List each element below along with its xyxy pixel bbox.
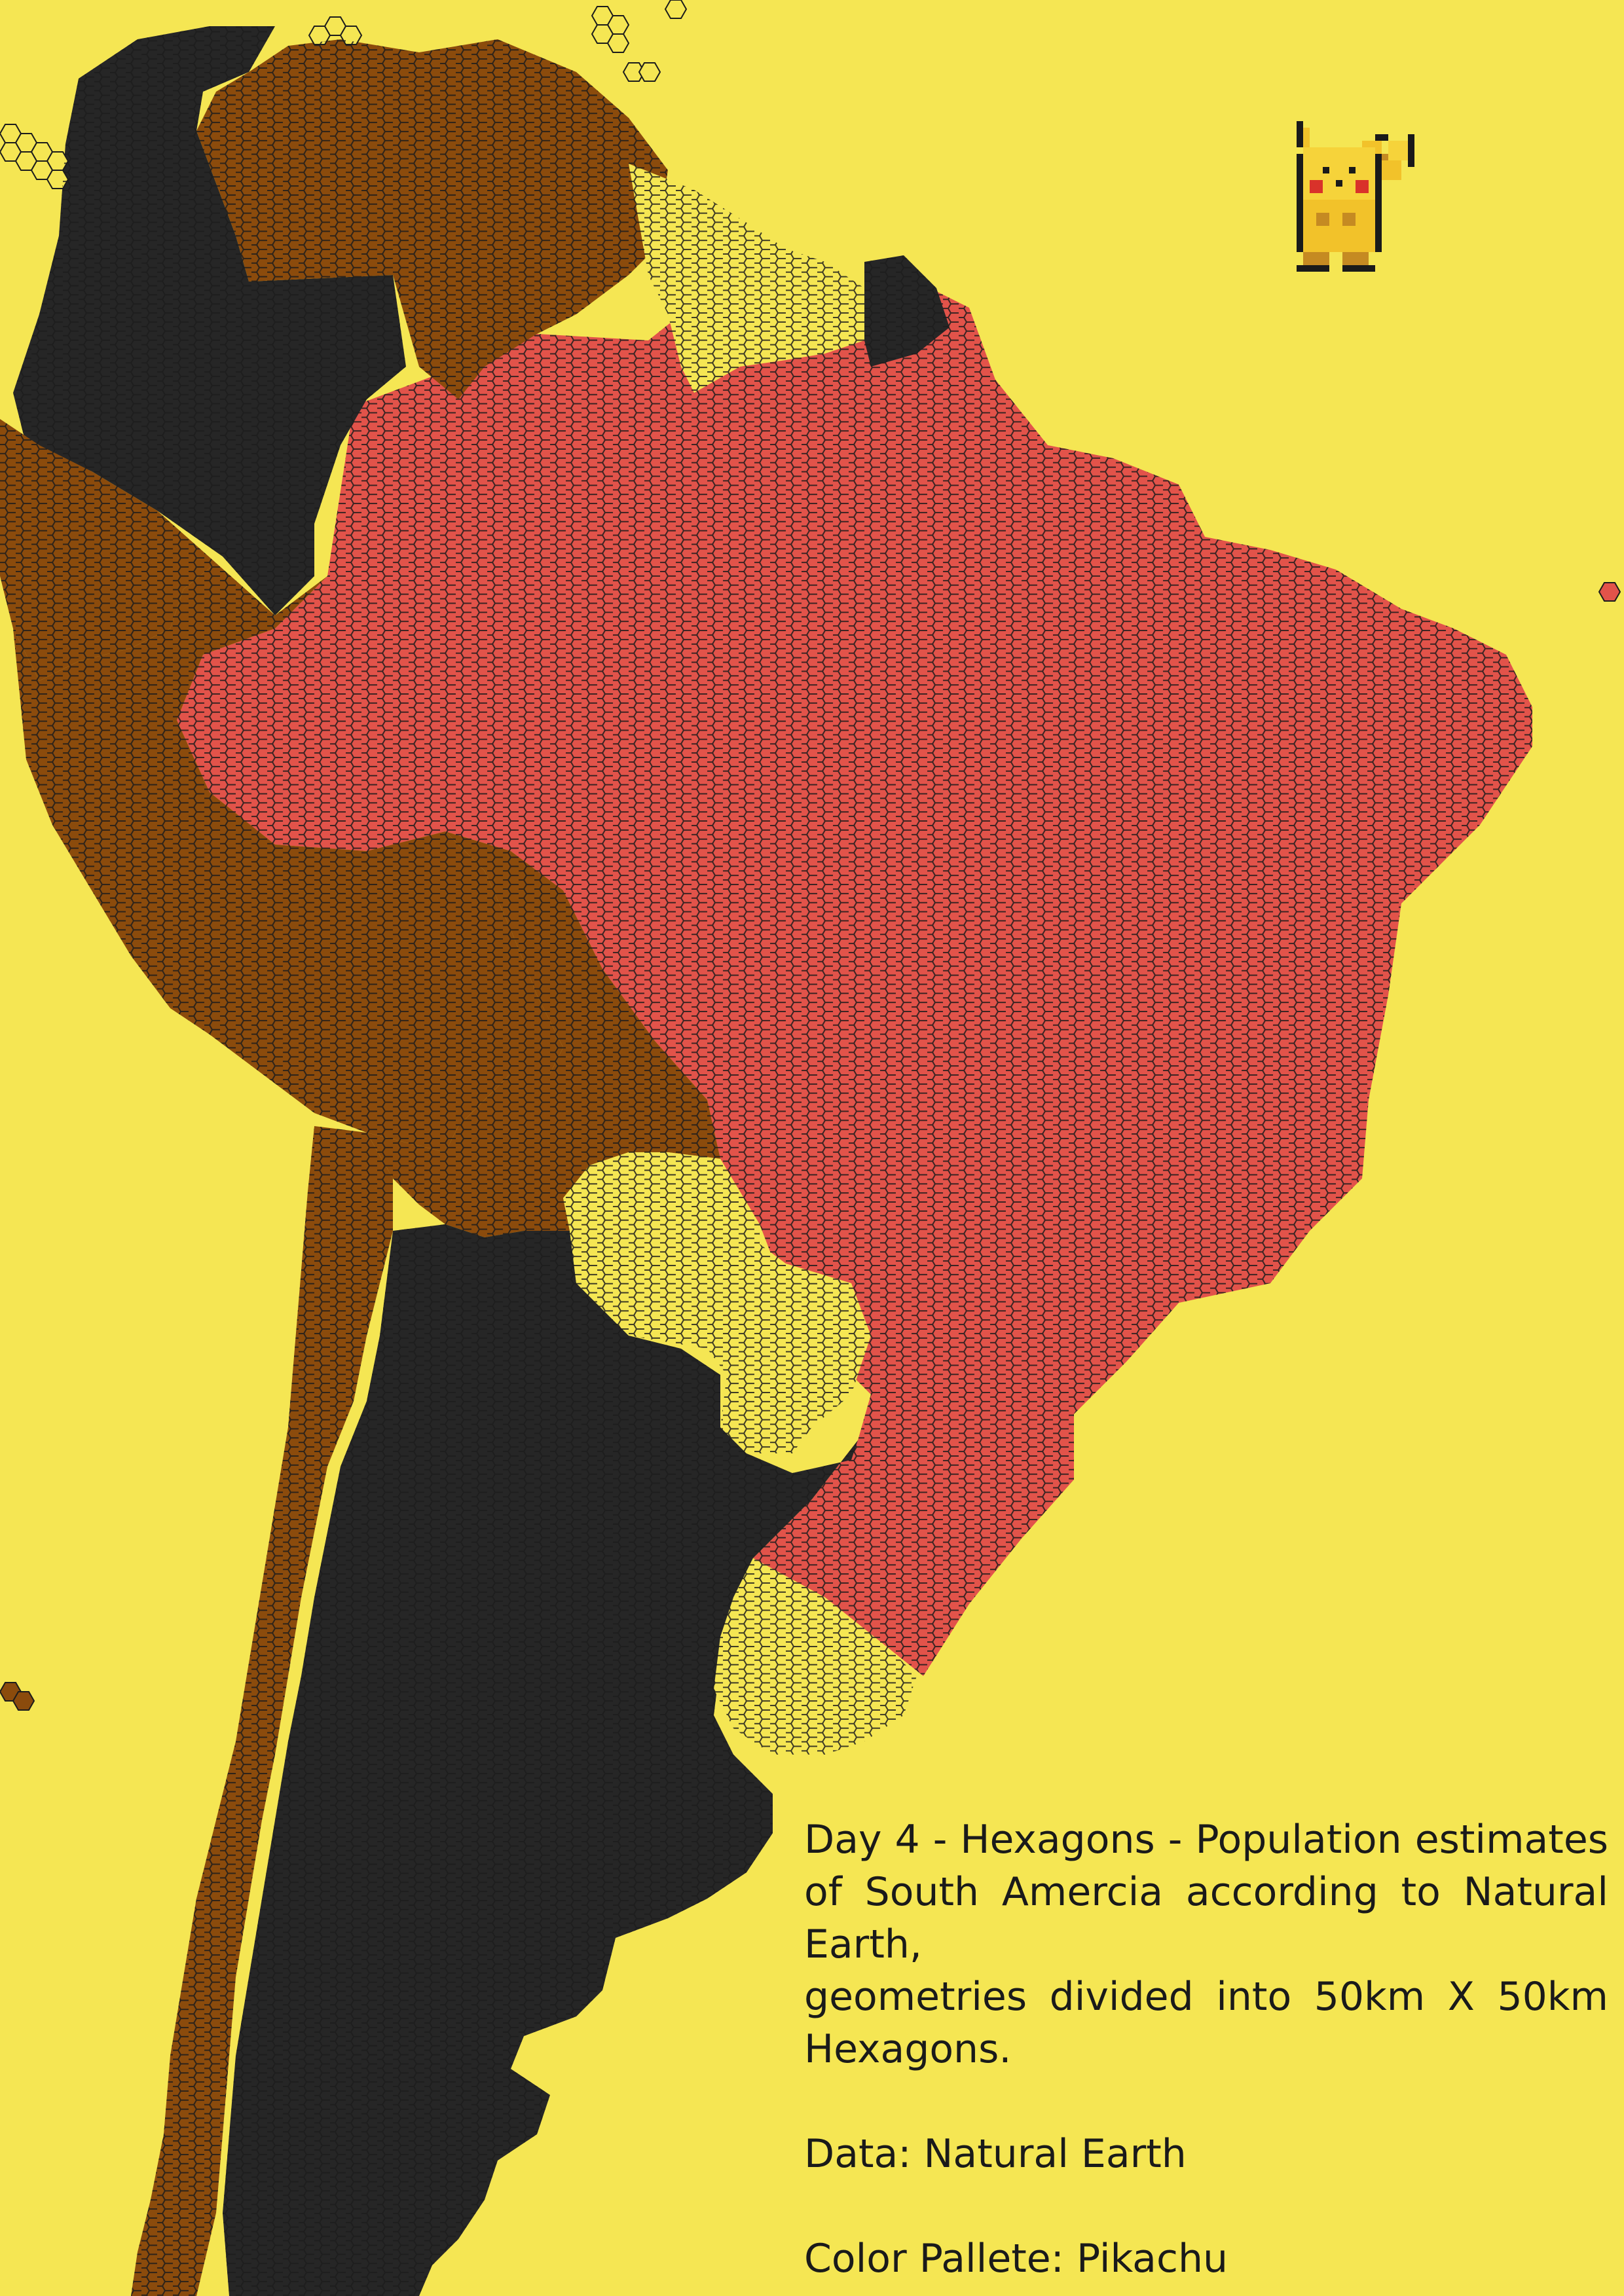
caption-palette-credit: Color Pallete: Pikachu bbox=[804, 2236, 1228, 2282]
caption-spacer bbox=[804, 2075, 1608, 2128]
caption-title: Day 4 - Hexagons - Population estimates … bbox=[804, 1817, 1608, 1967]
map-caption: Day 4 - Hexagons - Population estimates … bbox=[804, 1813, 1608, 2285]
caption-subtitle: geometries divided into 50km X 50km Hexa… bbox=[804, 1974, 1608, 2072]
caption-spacer-2 bbox=[804, 2180, 1608, 2232]
pikachu-sprite-icon bbox=[1297, 121, 1414, 272]
region-galapagos bbox=[0, 124, 69, 189]
caption-data-source: Data: Natural Earth bbox=[804, 2131, 1187, 2177]
region-caribbean-islands bbox=[308, 0, 688, 82]
outlying-island-hexes bbox=[0, 582, 1621, 1711]
